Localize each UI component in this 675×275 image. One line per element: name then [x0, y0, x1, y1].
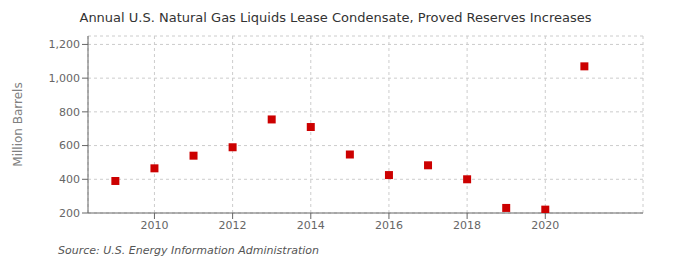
svg-text:2010: 2010 — [140, 219, 168, 232]
svg-text:800: 800 — [59, 106, 80, 119]
svg-text:2018: 2018 — [453, 219, 481, 232]
svg-text:1,000: 1,000 — [49, 72, 81, 85]
svg-text:200: 200 — [59, 207, 80, 220]
svg-text:2014: 2014 — [297, 219, 325, 232]
svg-text:Million Barrels: Million Barrels — [11, 82, 25, 166]
svg-text:2020: 2020 — [531, 219, 559, 232]
svg-text:1,200: 1,200 — [49, 38, 81, 51]
svg-text:400: 400 — [59, 173, 80, 186]
html-text:Source: U.S. Energy Informatio: Source: U.S. Energy Information Administ… — [58, 244, 319, 257]
svg-text:600: 600 — [59, 139, 80, 152]
svg-text:2016: 2016 — [375, 219, 403, 232]
html-text:Annual U.S. Natural Gas Liquid: Annual U.S. Natural Gas Liquids Lease Co… — [79, 10, 592, 25]
svg-text:2012: 2012 — [219, 219, 247, 232]
